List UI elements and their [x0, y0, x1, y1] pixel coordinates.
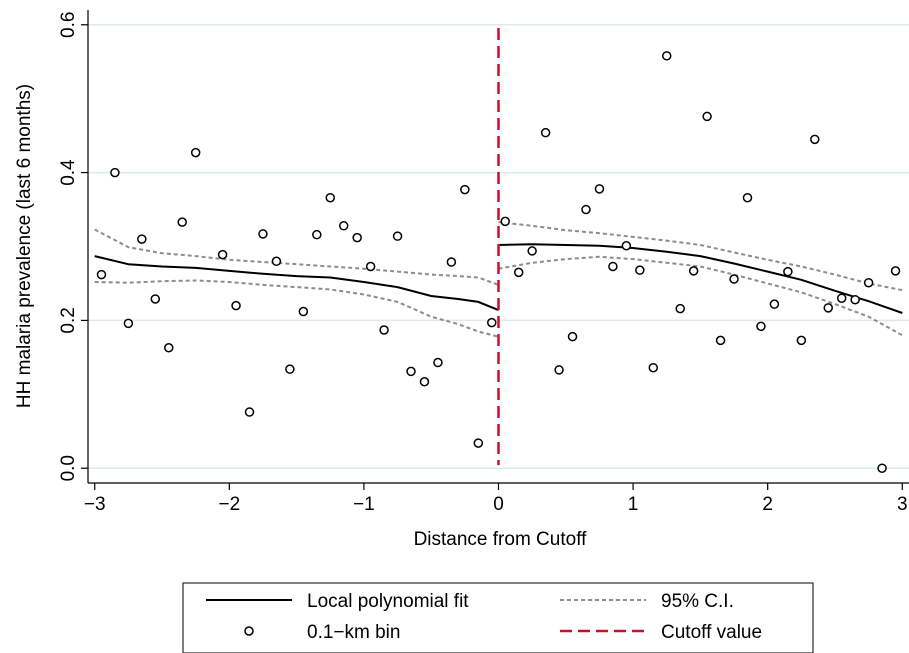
fit-line-right [498, 243, 903, 314]
bin-point-42 [675, 303, 685, 314]
bin-point-1 [110, 167, 120, 178]
bin-point-49 [769, 299, 780, 309]
bin-point-16 [325, 192, 336, 203]
bin-point-36 [594, 184, 605, 194]
bin-point-44 [702, 111, 712, 122]
bin-markers [96, 51, 901, 473]
bin-point-12 [271, 256, 282, 267]
bin-point-15 [312, 229, 322, 240]
x-axis-title: Distance from Cutoff [414, 529, 588, 550]
bin-point-52 [810, 134, 820, 145]
x-tick-label-2: −1 [353, 494, 375, 515]
legend-label-ci: 95% C.I. [661, 591, 734, 612]
bin-point-34 [567, 331, 578, 342]
y-tick-label-0: 0.0 [58, 455, 79, 481]
bin-point-39 [635, 265, 645, 275]
ci-upper-left [94, 228, 499, 286]
bin-point-0 [96, 269, 107, 280]
bin-point-57 [877, 463, 887, 473]
bin-point-14 [298, 306, 309, 317]
ci-lower-left [94, 279, 499, 338]
fit-line-left [94, 255, 499, 312]
bin-point-28 [487, 317, 497, 328]
legend-key-bin [244, 626, 254, 636]
bin-point-32 [540, 127, 551, 138]
bin-point-38 [621, 241, 632, 251]
bin-point-10 [244, 407, 255, 417]
bin-point-19 [365, 261, 376, 272]
bin-point-5 [164, 343, 174, 353]
bin-point-17 [338, 221, 349, 231]
x-tick-label-6: 3 [897, 494, 908, 515]
legend-label-bin: 0.1−km bin [307, 622, 400, 643]
confidence-interval-lines [94, 221, 903, 338]
ci-lower-right [498, 255, 903, 337]
ci-upper-right [498, 221, 903, 292]
legend: Local polynomial fit 95% C.I. 0.1−km bin… [182, 582, 814, 653]
bin-point-13 [285, 364, 295, 374]
bin-point-56 [863, 277, 874, 288]
bin-point-31 [527, 246, 537, 256]
bin-point-29 [500, 216, 510, 227]
bin-point-8 [217, 249, 228, 260]
bin-point-48 [756, 321, 766, 332]
bin-point-30 [513, 267, 524, 278]
bin-point-4 [150, 294, 161, 304]
legend-label-fit: Local polynomial fit [307, 591, 469, 612]
bin-point-40 [648, 362, 659, 373]
bin-point-46 [729, 274, 739, 284]
bin-point-20 [379, 325, 389, 335]
bin-point-26 [460, 184, 470, 195]
bin-point-50 [783, 266, 793, 277]
x-tick-label-1: −2 [218, 494, 240, 515]
polynomial-fit-lines [94, 243, 903, 314]
bin-point-18 [352, 232, 362, 243]
x-tick-label-5: 2 [762, 494, 773, 515]
bin-point-54 [836, 293, 847, 303]
axes: −3 −2 −1 0 1 2 3 0.0 0.2 0.4 0.6 [58, 10, 909, 515]
bin-point-55 [850, 294, 860, 305]
bin-point-22 [406, 366, 416, 377]
bin-point-7 [190, 147, 201, 158]
bin-point-41 [661, 51, 672, 61]
bin-point-35 [581, 204, 591, 215]
bin-point-45 [715, 335, 726, 346]
y-tick-label-3: 0.6 [58, 12, 79, 38]
x-tick-label-0: −3 [84, 494, 106, 515]
legend-label-cutoff: Cutoff value [661, 622, 762, 643]
bin-point-37 [608, 261, 618, 272]
bin-point-23 [419, 376, 430, 387]
bin-point-24 [433, 357, 443, 368]
bin-point-33 [554, 365, 564, 375]
y-tick-label-1: 0.2 [58, 307, 79, 333]
bin-point-6 [177, 217, 187, 227]
x-tick-label-3: 0 [493, 494, 504, 515]
bin-point-27 [473, 438, 484, 448]
bin-point-3 [137, 234, 147, 244]
bin-point-2 [123, 318, 134, 329]
bin-point-53 [823, 303, 833, 313]
bin-point-21 [392, 231, 403, 241]
y-axis-title: HH malaria prevalence (last 6 months) [14, 84, 35, 408]
y-tick-label-2: 0.4 [58, 159, 79, 186]
x-tick-label-4: 1 [628, 494, 639, 515]
bin-point-11 [258, 229, 268, 239]
legend-box [182, 582, 814, 653]
bin-point-9 [231, 300, 241, 311]
bin-point-43 [688, 266, 699, 276]
bin-point-51 [796, 335, 807, 346]
bin-point-25 [446, 257, 457, 267]
bin-point-58 [890, 266, 901, 276]
bin-point-47 [742, 192, 753, 203]
